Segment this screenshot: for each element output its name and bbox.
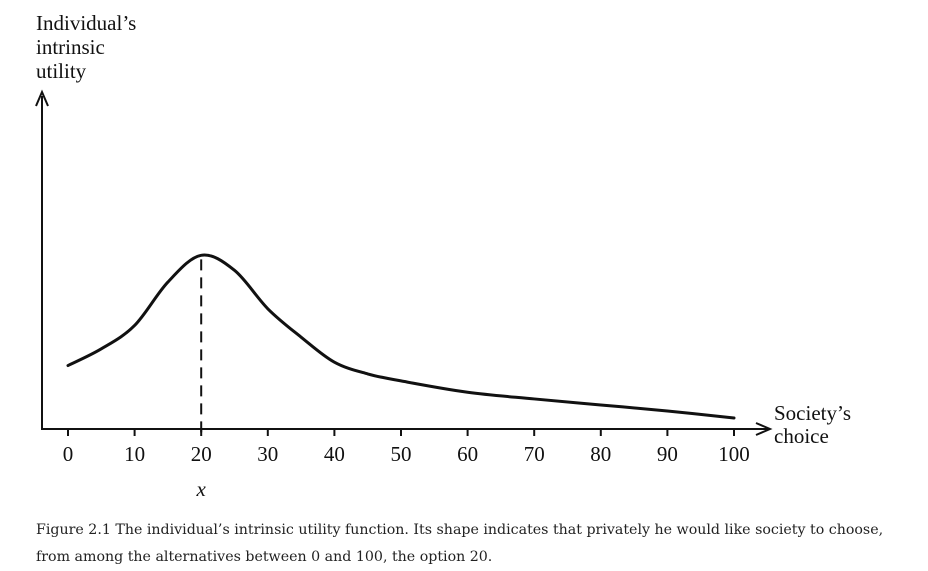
- x-tick-label: 10: [124, 442, 145, 466]
- x-tick-label: 0: [63, 442, 74, 466]
- x-tick-label: 50: [391, 442, 412, 466]
- y-axis-label: Individual’s intrinsic utility: [36, 11, 136, 83]
- x-tick-label: 70: [524, 442, 545, 466]
- x-tick-label: 90: [657, 442, 678, 466]
- x-tick-label: 40: [324, 442, 345, 466]
- x-axis-arrow-icon: [755, 422, 773, 436]
- x-axis-label-line: choice: [774, 424, 829, 448]
- x-tick-label: 100: [718, 442, 750, 466]
- y-axis-arrow-icon: [35, 89, 49, 107]
- figure-caption: Figure 2.1 The individual’s intrinsic ut…: [36, 522, 884, 565]
- x-axis-label-line: Society’s: [774, 401, 851, 425]
- y-axis-label-line: utility: [36, 59, 87, 83]
- x-tick-label: 80: [590, 442, 611, 466]
- y-axis-label-line: Individual’s: [36, 11, 136, 35]
- utility-curve: [66, 253, 736, 420]
- x-tick-label: 60: [457, 442, 478, 466]
- optimum-label: x: [196, 477, 207, 501]
- x-tick-label: 30: [257, 442, 278, 466]
- x-tick-label: 20: [191, 442, 212, 466]
- y-axis-label-line: intrinsic: [36, 35, 105, 59]
